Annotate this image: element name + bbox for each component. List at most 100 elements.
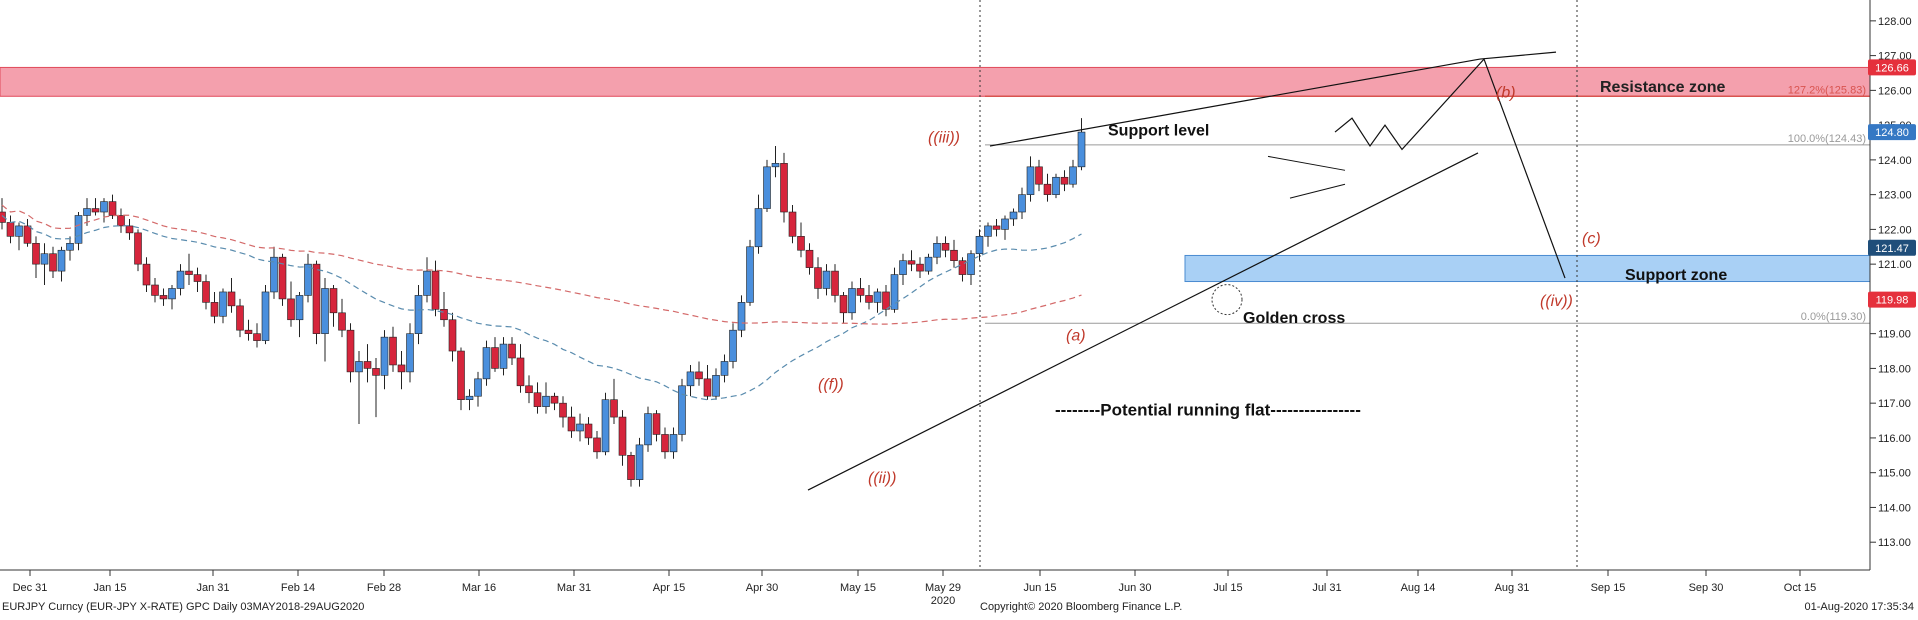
y-tick-label: 113.00 <box>1878 537 1911 549</box>
candle-body <box>754 208 763 248</box>
candle-body <box>712 375 720 397</box>
candle-body <box>678 385 686 435</box>
candle-body <box>771 163 780 168</box>
candle-body <box>1069 166 1077 185</box>
y-tick-label: 128.00 <box>1878 16 1912 28</box>
golden-cross-label: Golden cross <box>1243 310 1345 327</box>
candle-body <box>440 309 448 321</box>
wave-label: (c) <box>1582 230 1601 247</box>
wave-label: ((iv)) <box>1540 293 1573 310</box>
y-tick-label: 115.00 <box>1878 468 1911 480</box>
candle-body <box>185 270 193 275</box>
candle-body <box>992 225 1001 230</box>
y-tick-label: 118.00 <box>1878 363 1911 375</box>
x-tick-label: Apr 30 <box>746 582 778 594</box>
candle-body <box>15 225 23 237</box>
candle-body <box>57 249 66 272</box>
candle-body <box>593 437 601 453</box>
price-tag-label: 121.47 <box>1875 243 1909 255</box>
x-tick-label: Apr 15 <box>653 582 685 594</box>
candle-body <box>958 260 967 275</box>
candle-body <box>516 357 525 387</box>
support-zone-label: Support zone <box>1625 267 1727 284</box>
candle-body <box>975 236 984 255</box>
y-tick-label: 116.00 <box>1878 433 1911 445</box>
moving-average-short <box>1 215 1082 401</box>
fib-label: 0.0%(119.30) <box>1801 311 1866 323</box>
wave-label: ((iii)) <box>928 130 960 147</box>
y-tick-label: 114.00 <box>1878 502 1911 514</box>
x-tick-label: Sep 15 <box>1591 582 1626 594</box>
y-tick-label: 117.00 <box>1878 398 1911 410</box>
y-tick-label: 123.00 <box>1878 190 1912 202</box>
candle-body <box>686 371 695 387</box>
x-tick-label: Mar 31 <box>557 582 591 594</box>
candle-body <box>363 361 372 369</box>
candle-body <box>66 242 74 251</box>
price-tag-label: 124.80 <box>1875 127 1909 139</box>
candle-body <box>899 260 907 275</box>
candle-body <box>236 305 244 331</box>
instrument-caption: EURJPY Curncy (EUR-JPY X-RATE) GPC Daily… <box>2 601 365 613</box>
candle-body <box>0 211 6 223</box>
candle-body <box>202 281 210 303</box>
candle-body <box>108 201 117 216</box>
candle-body <box>227 291 236 307</box>
candle-body <box>1009 211 1018 220</box>
candle-body <box>627 455 635 480</box>
resistance-zone-label: Resistance zone <box>1600 79 1725 96</box>
candle-body <box>406 333 414 373</box>
wave-label: (a) <box>1066 328 1086 345</box>
candle-body <box>542 395 550 407</box>
candle-body <box>746 246 754 303</box>
candle-body <box>508 343 516 359</box>
candle-body <box>125 225 134 234</box>
candle-body <box>1077 131 1086 168</box>
x-tick-label: May 29 <box>925 582 961 594</box>
candle-body <box>567 416 576 432</box>
candle-body <box>474 378 482 397</box>
x-tick-label: Oct 15 <box>1784 582 1816 594</box>
candle-body <box>550 395 559 404</box>
price-tag <box>1868 59 1916 76</box>
candle-body <box>23 225 32 244</box>
candle-body <box>720 361 729 376</box>
candle-body <box>950 249 958 261</box>
candle-body <box>219 291 227 317</box>
golden-cross-marker <box>1211 284 1243 316</box>
triangle-lower <box>1289 183 1346 199</box>
candle-body <box>729 329 737 362</box>
candle-body <box>389 336 397 366</box>
support-trendline <box>807 152 1479 491</box>
copyright-text: Copyright© 2020 Bloomberg Finance L.P. <box>980 601 1183 613</box>
candle-body <box>346 329 355 373</box>
candle-body <box>287 298 295 321</box>
candle-body <box>380 336 389 376</box>
x-tick-label: Jun 30 <box>1118 582 1151 594</box>
candle-body <box>499 343 508 369</box>
candle-body <box>644 413 652 446</box>
candle-body <box>312 263 321 334</box>
candle-body <box>576 423 584 432</box>
candle-body <box>780 163 788 213</box>
candle-body <box>635 444 644 480</box>
candle-body <box>49 253 57 272</box>
candle-body <box>652 413 661 435</box>
candle-body <box>32 242 40 265</box>
candle-body <box>491 347 499 369</box>
moving-average-long <box>1 204 1082 325</box>
x-tick-label: Jun 15 <box>1023 582 1056 594</box>
y-tick-label: 119.00 <box>1878 329 1911 341</box>
support-level-label: Support level <box>1108 123 1209 140</box>
x-tick-label: Mar 16 <box>462 582 496 594</box>
candle-body <box>661 434 669 453</box>
wave-label: (b) <box>1496 84 1516 101</box>
resistance-zone <box>0 66 1871 97</box>
candle-body <box>151 284 159 296</box>
price-tag <box>1868 124 1916 141</box>
candle-body <box>933 242 941 258</box>
candle-body <box>525 385 533 394</box>
candle-body <box>448 319 457 352</box>
candle-body <box>1001 218 1009 230</box>
